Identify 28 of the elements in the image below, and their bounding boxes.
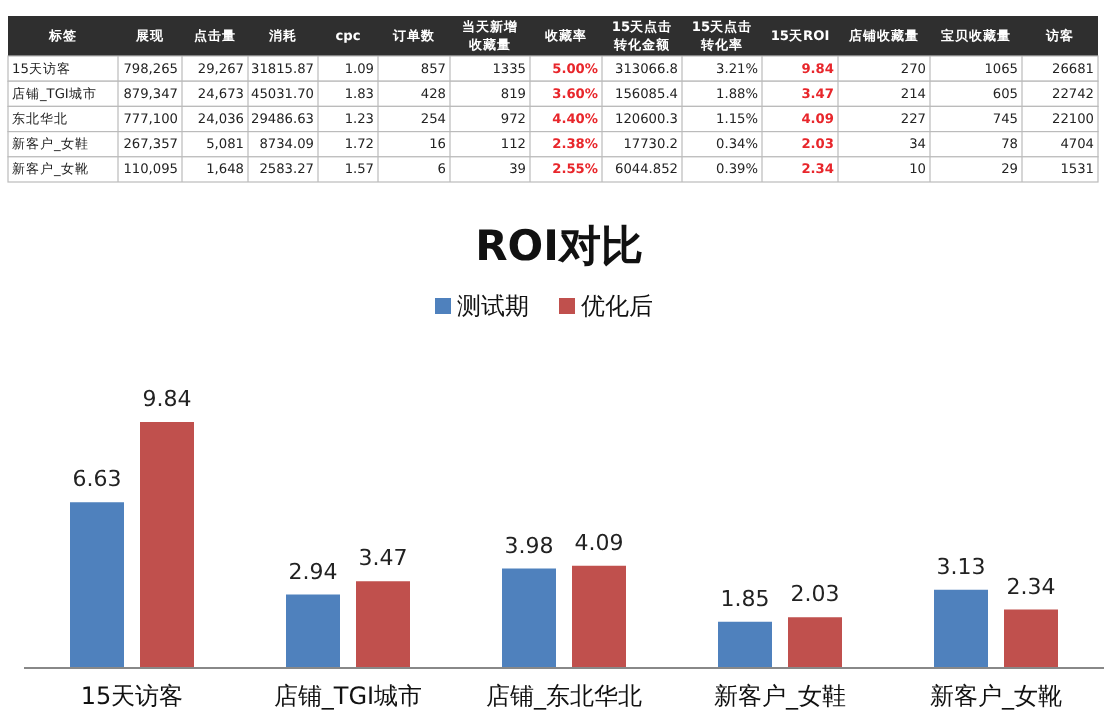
bar (572, 565, 626, 668)
bar (502, 568, 556, 668)
legend-label: 优化后 (581, 292, 653, 320)
bar (1004, 609, 1058, 668)
data-label: 3.13 (936, 553, 986, 580)
bar (286, 594, 340, 668)
bar (788, 617, 842, 668)
data-label: 3.47 (358, 545, 408, 572)
x-tick-label: 新客户_女靴 (930, 682, 1062, 710)
data-label: 2.94 (288, 558, 338, 585)
data-label: 1.85 (720, 585, 770, 612)
data-label: 9.84 (142, 386, 192, 412)
bar (140, 422, 194, 668)
bar (70, 502, 124, 668)
data-label: 3.98 (504, 532, 554, 559)
chart-title: ROI对比 (475, 222, 643, 270)
x-tick-label: 15天访客 (80, 682, 184, 710)
data-label: 2.03 (790, 581, 840, 608)
x-tick-label: 新客户_女鞋 (714, 682, 846, 710)
legend-label: 测试期 (457, 292, 529, 320)
x-tick-label: 店铺_TGI城市 (273, 682, 423, 710)
x-tick-label: 店铺_东北华北 (486, 682, 642, 710)
bar (934, 589, 988, 668)
bar (718, 621, 772, 668)
data-label: 6.63 (72, 466, 122, 493)
data-label: 2.34 (1006, 573, 1056, 600)
bar (356, 581, 410, 668)
data-label: 4.09 (574, 529, 624, 556)
